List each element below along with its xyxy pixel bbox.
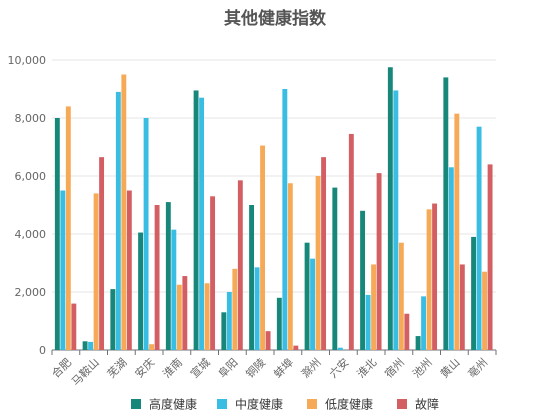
bar-3[interactable] <box>176 284 182 350</box>
bar-3[interactable] <box>287 183 293 350</box>
bar-3[interactable] <box>454 113 460 351</box>
bar-2[interactable] <box>393 90 399 350</box>
bar-1[interactable] <box>138 232 144 350</box>
bar-1[interactable] <box>193 90 199 350</box>
x-tick-label: 淮北 <box>354 356 379 381</box>
bar-1[interactable] <box>110 289 116 350</box>
x-tick-label: 池州 <box>410 356 435 381</box>
bar-4[interactable] <box>293 345 299 350</box>
bar-3[interactable] <box>204 283 210 350</box>
bar-2[interactable] <box>282 89 288 350</box>
legend-swatch[interactable] <box>307 399 317 409</box>
bar-1[interactable] <box>165 202 171 350</box>
bar-2[interactable] <box>171 229 177 350</box>
bar-4[interactable] <box>265 331 271 350</box>
bar-4[interactable] <box>210 196 216 350</box>
bar-4[interactable] <box>404 313 410 350</box>
bar-2[interactable] <box>226 292 232 350</box>
legend-item-label[interactable]: 中度健康 <box>235 397 283 412</box>
y-tick-label: 4,000 <box>15 228 47 241</box>
bar-3[interactable] <box>65 106 71 351</box>
y-tick-label: 0 <box>39 344 46 357</box>
bar-1[interactable] <box>387 67 393 350</box>
bar-2[interactable] <box>448 167 454 350</box>
x-tick-label: 淮南 <box>160 356 185 381</box>
bar-1[interactable] <box>360 210 366 350</box>
bar-2[interactable] <box>337 347 343 350</box>
legend-item-label[interactable]: 低度健康 <box>325 397 373 412</box>
y-tick-label: 2,000 <box>15 286 47 299</box>
bar-3[interactable] <box>371 264 377 350</box>
bar-2[interactable] <box>88 341 94 350</box>
x-tick-label: 马鞍山 <box>69 355 102 388</box>
bar-2[interactable] <box>143 118 149 350</box>
bar-2[interactable] <box>310 258 316 350</box>
legend-item-label[interactable]: 高度健康 <box>149 397 197 412</box>
x-tick-label: 宣城 <box>187 355 212 380</box>
bar-4[interactable] <box>459 264 465 350</box>
bar-1[interactable] <box>54 118 60 350</box>
bar-4[interactable] <box>348 133 354 350</box>
chart-title: 其他健康指数 <box>224 9 326 29</box>
bar-3[interactable] <box>121 74 127 351</box>
x-tick-label: 六安 <box>326 355 351 380</box>
legend-item-label[interactable]: 故障 <box>415 397 439 412</box>
bar-2[interactable] <box>115 91 121 351</box>
bar-3[interactable] <box>93 193 99 350</box>
bar-1[interactable] <box>443 77 449 351</box>
legend-swatch[interactable] <box>397 399 407 409</box>
bar-4[interactable] <box>99 157 105 350</box>
bar-2[interactable] <box>254 267 260 350</box>
bar-4[interactable] <box>432 203 438 350</box>
bar-1[interactable] <box>82 341 88 350</box>
bar-1[interactable] <box>221 312 227 350</box>
x-tick-label: 蚌埠 <box>271 355 296 380</box>
bar-3[interactable] <box>482 271 488 350</box>
bar-1[interactable] <box>304 242 310 350</box>
bar-1[interactable] <box>415 336 421 350</box>
x-tick-label: 亳州 <box>465 355 490 380</box>
x-tick-label: 阜阳 <box>216 356 241 381</box>
y-tick-label: 8,000 <box>15 112 47 125</box>
bar-4[interactable] <box>321 157 327 350</box>
bar-3[interactable] <box>398 242 404 350</box>
bar-1[interactable] <box>332 187 338 350</box>
x-tick-label: 安庆 <box>132 355 157 380</box>
bar-2[interactable] <box>199 97 205 350</box>
x-tick-label: 合肥 <box>49 355 74 380</box>
x-tick-label: 芜湖 <box>104 355 129 380</box>
bar-4[interactable] <box>154 205 160 350</box>
bar-4[interactable] <box>376 173 382 350</box>
bar-4[interactable] <box>487 164 493 350</box>
legend-swatch[interactable] <box>217 399 227 409</box>
bar-2[interactable] <box>421 296 427 350</box>
y-tick-label: 10,000 <box>8 54 47 67</box>
bar-3[interactable] <box>315 176 321 350</box>
bar-1[interactable] <box>471 236 477 350</box>
bar-3[interactable] <box>260 145 266 350</box>
bar-2[interactable] <box>365 294 371 350</box>
bar-3[interactable] <box>426 209 432 350</box>
bar-2[interactable] <box>60 190 66 351</box>
bar-4[interactable] <box>71 303 77 350</box>
x-tick-label: 铜陵 <box>243 355 268 380</box>
bar-4[interactable] <box>126 190 132 351</box>
legend-swatch[interactable] <box>131 399 141 409</box>
bar-4[interactable] <box>182 276 188 350</box>
bar-4[interactable] <box>237 180 243 350</box>
bar-1[interactable] <box>276 297 282 350</box>
bar-2[interactable] <box>476 126 482 350</box>
x-tick-label: 黄山 <box>437 355 462 380</box>
bar-1[interactable] <box>249 205 255 350</box>
bar-3[interactable] <box>149 344 155 350</box>
x-tick-label: 滁州 <box>298 355 323 380</box>
y-tick-label: 6,000 <box>15 170 47 183</box>
bar-3[interactable] <box>232 268 238 350</box>
x-tick-label: 宿州 <box>382 355 407 380</box>
